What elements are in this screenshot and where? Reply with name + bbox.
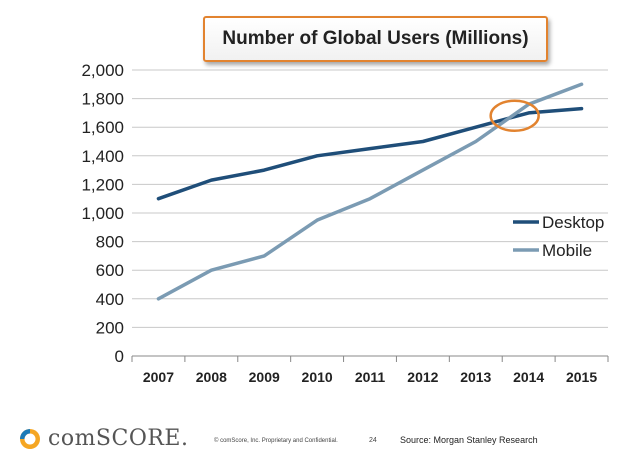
x-tick-label: 2010 [302,369,333,385]
y-tick-label: 1,200 [81,175,124,194]
series-line-desktop [156,106,584,201]
x-tick-label: 2009 [249,369,280,385]
page-number: 24 [369,437,377,444]
x-tick-label: 2012 [407,369,438,385]
x-tick-label: 2013 [460,369,491,385]
y-tick-label: 800 [96,233,124,252]
x-tick-label: 2007 [143,369,174,385]
source-text: Source: Morgan Stanley Research [400,435,538,445]
footer: comSCORE. © comScore, Inc. Proprietary a… [0,420,633,460]
y-tick-label: 1,600 [81,118,124,137]
y-tick-label: 1,000 [81,204,124,223]
copyright-text: © comScore, Inc. Proprietary and Confide… [214,438,338,444]
y-tick-label: 400 [96,290,124,309]
y-tick-label: 1,400 [81,147,124,166]
y-tick-label: 2,000 [81,61,124,80]
x-tick-label: 2008 [196,369,227,385]
highlight-circle [489,99,540,133]
y-tick-label: 0 [115,347,124,366]
x-tick-label: 2011 [355,369,386,385]
x-tick-label: 2015 [566,369,597,385]
comscore-logo: comSCORE. [18,426,189,451]
series-line-mobile [156,82,584,301]
y-tick-label: 200 [96,318,124,337]
legend-label-desktop: Desktop [542,213,604,232]
logo-text: comSCORE. [48,426,189,451]
comscore-logo-icon [20,428,40,449]
x-tick-label: 2014 [513,369,544,385]
chart-title: Number of Global Users (Millions) [222,28,529,49]
chart-title-box: Number of Global Users (Millions) [203,16,548,62]
legend-label-mobile: Mobile [542,241,592,260]
line-chart: 0 200 400 600 800 1,000 1,200 1,400 1,600 1,800 2,… [81,61,609,385]
y-tick-label: 1,800 [81,90,124,109]
y-tick-label: 600 [96,261,124,280]
